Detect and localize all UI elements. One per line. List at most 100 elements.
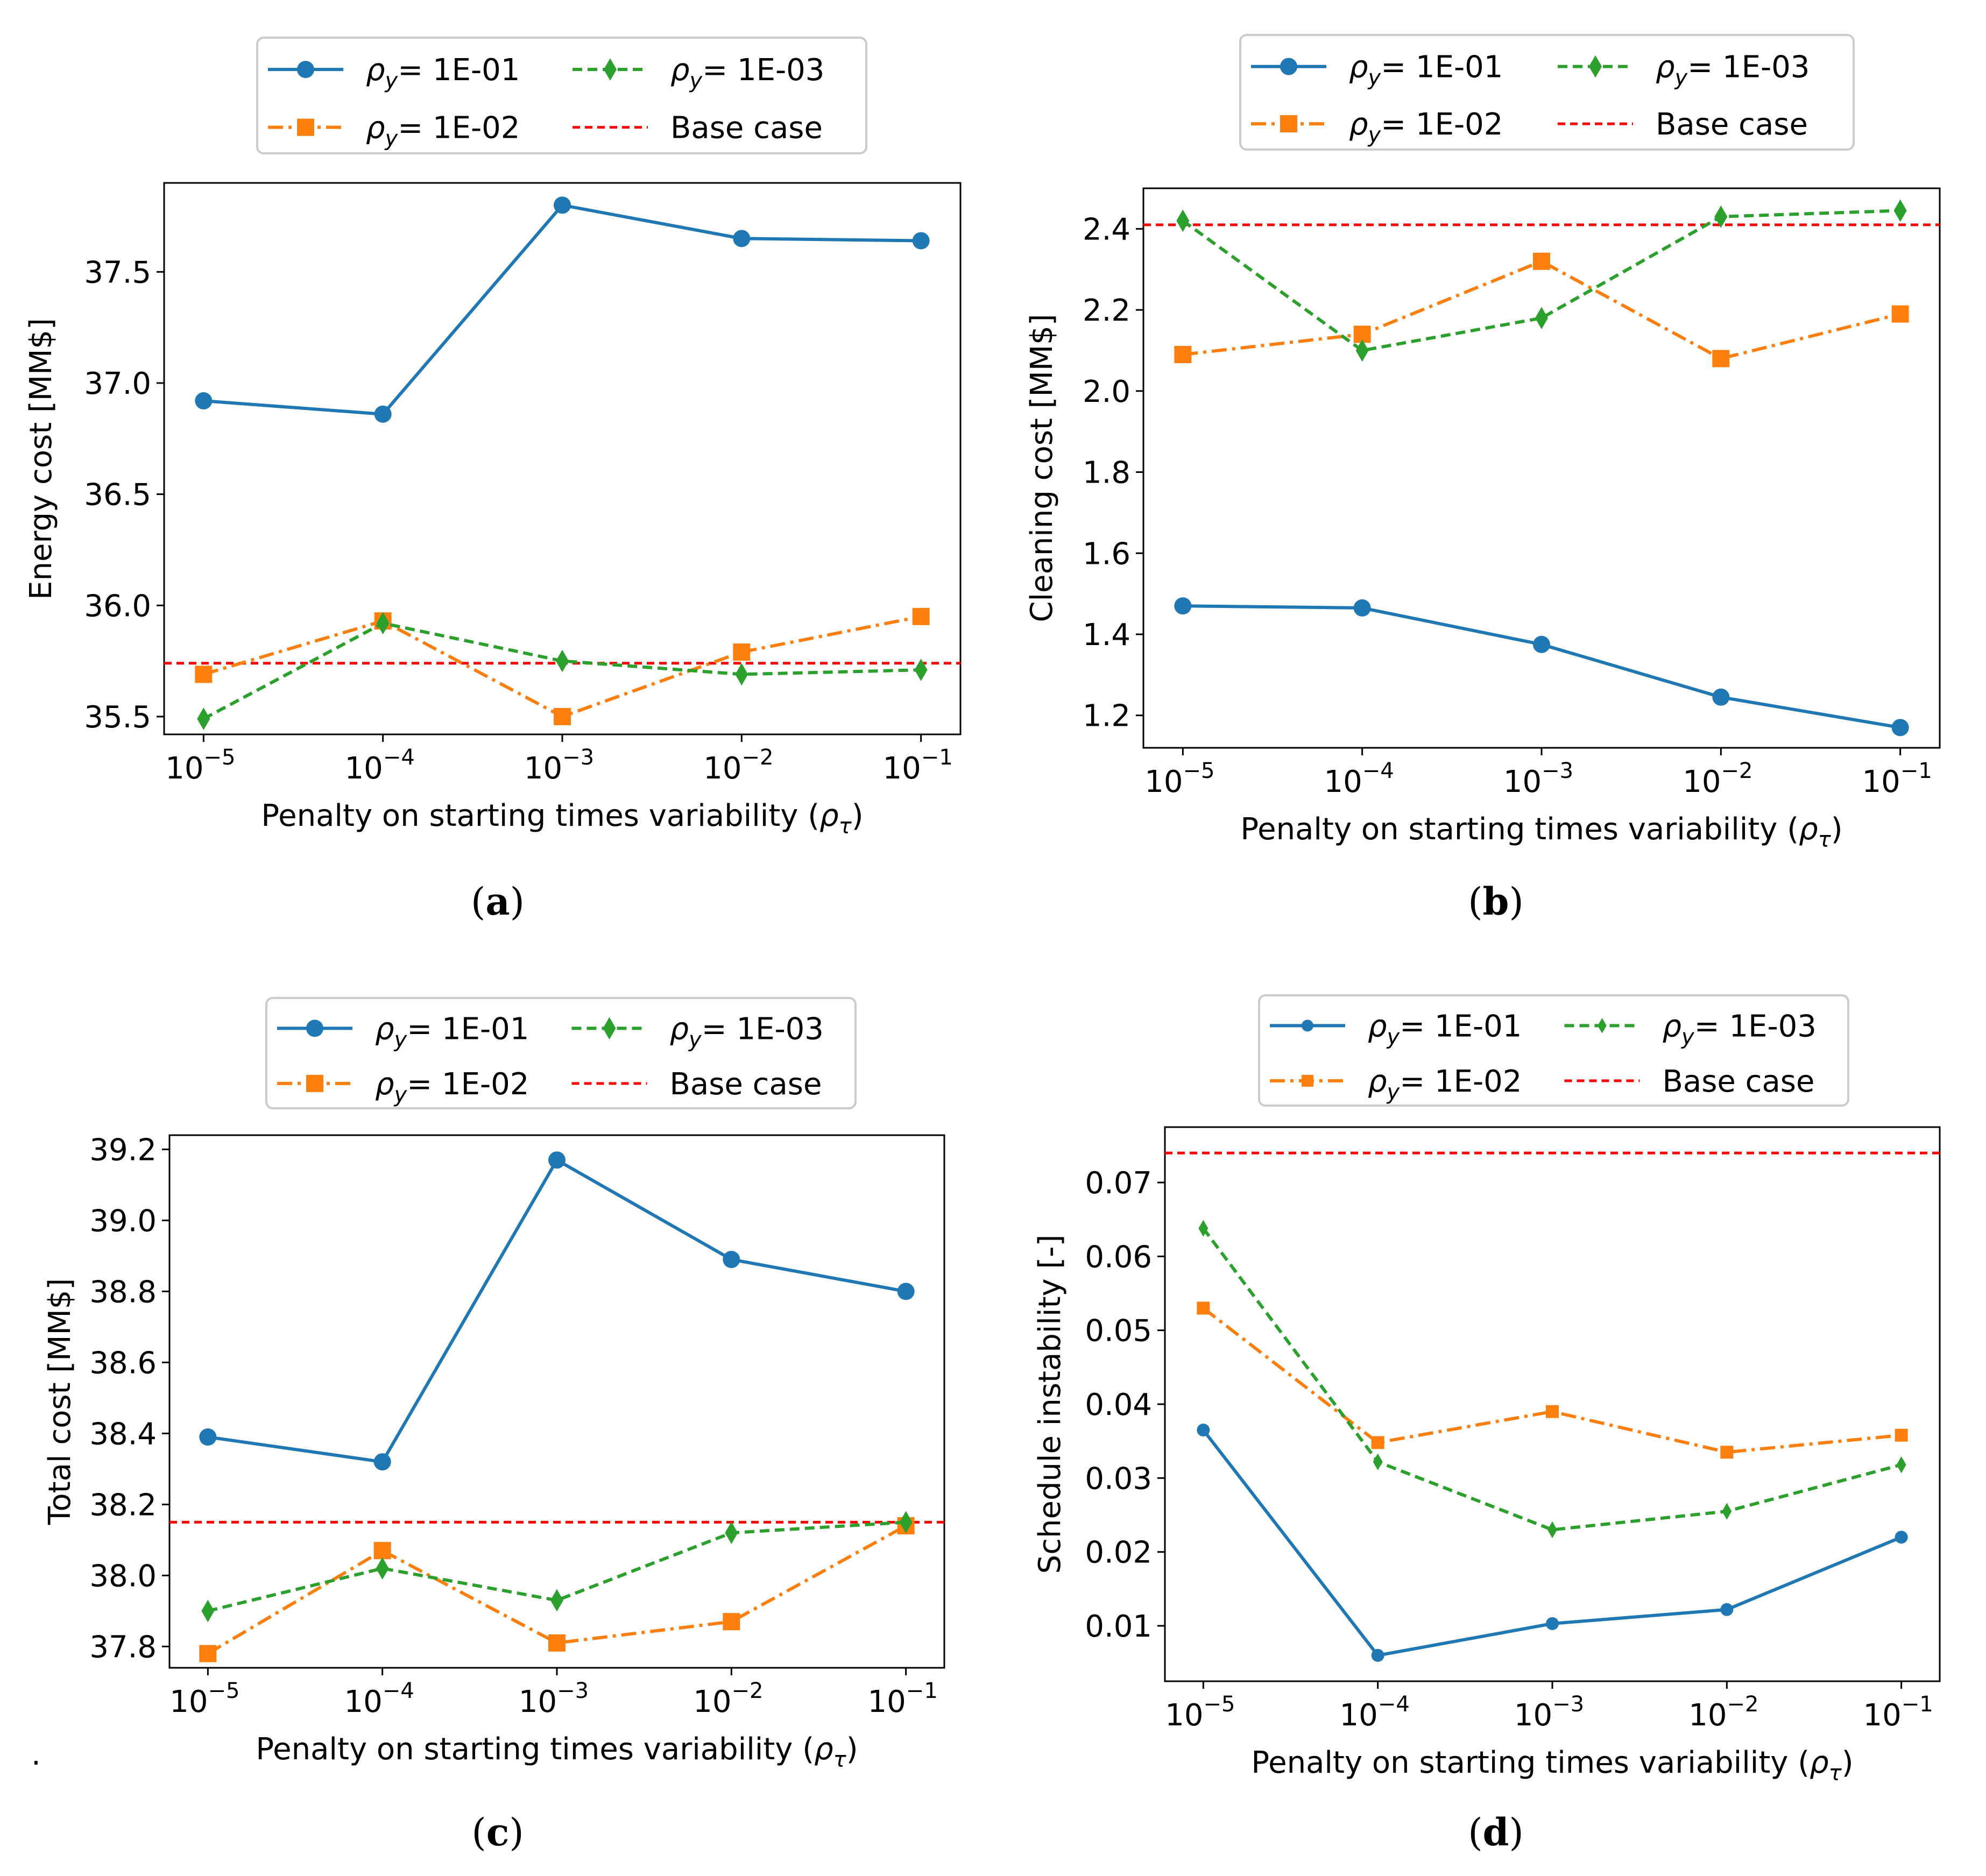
- data-point-s0-4: [912, 232, 930, 250]
- legend-label-2: ρy= 1E-03: [670, 53, 824, 93]
- panel-d: 0.01 0.02 0.03 0.04 0.05 0.06 0.07 10−5 10−4 10−3…: [1033, 994, 1941, 1854]
- y-tick-label: 39.2: [89, 1132, 157, 1167]
- x-tick-label: 10−4: [344, 1679, 414, 1719]
- panel-b: 1.2 1.4 1.6 1.8 2.0 2.2 2.4 10−5 10−4 10−3 10−2 10−…: [1024, 34, 1941, 924]
- legend-marker-2: [1589, 55, 1602, 78]
- data-point-s2-2: [1547, 1521, 1557, 1539]
- y-tick-label: 0.06: [1085, 1240, 1152, 1275]
- legend-label-base: Base case: [670, 1067, 822, 1102]
- data-point-s0-1: [374, 405, 392, 423]
- data-point-s2-2: [1535, 307, 1548, 329]
- data-point-s1-1: [1371, 1436, 1384, 1449]
- series-line-1: [1182, 259, 1901, 360]
- x-tick-label: 10−3: [519, 1679, 589, 1719]
- y-tick-label: 0.07: [1085, 1166, 1152, 1201]
- y-tick-label: 2.4: [1083, 212, 1130, 247]
- x-tick-label: 10−2: [703, 745, 773, 786]
- legend-marker-1: [1280, 115, 1297, 133]
- data-point-s0-0: [1197, 1424, 1210, 1437]
- series-line-1: [1202, 1307, 1902, 1454]
- data-point-s2-3: [725, 1521, 738, 1544]
- x-tick-label: 10−3: [1514, 1692, 1584, 1733]
- data-point-s0-2: [548, 1151, 566, 1169]
- y-tick-label: 0.03: [1085, 1461, 1152, 1496]
- legend-marker-1: [306, 1074, 323, 1092]
- y-tick-label: 2.0: [1083, 374, 1130, 409]
- legend-label-1: ρy= 1E-02: [1349, 107, 1503, 147]
- data-point-s1-4: [1895, 1428, 1908, 1442]
- x-tick-label: 10−1: [883, 745, 953, 786]
- legend-label-2: ρy= 1E-03: [1656, 50, 1810, 90]
- data-point-s0-2: [554, 196, 571, 214]
- data-point-s2-4: [899, 1511, 913, 1534]
- x-axis-label: Penalty on starting times variability (ρ…: [256, 1732, 858, 1772]
- y-tick-label: 1.4: [1083, 618, 1130, 653]
- x-tick-label: 10−1: [1863, 1692, 1933, 1733]
- legend-label-0: ρy= 1E-01: [375, 1011, 529, 1052]
- y-tick-label: 38.0: [89, 1559, 157, 1594]
- y-axis-label: Schedule instability [-]: [1033, 1235, 1068, 1574]
- legend-label-2: ρy= 1E-03: [1663, 1009, 1817, 1049]
- legend-label-1: ρy= 1E-02: [366, 111, 520, 151]
- legend-marker-2: [603, 1017, 616, 1040]
- x-tick-label: 10−2: [693, 1679, 763, 1719]
- legend-label-1: ρy= 1E-02: [375, 1067, 529, 1107]
- data-point-s1-0: [1174, 345, 1192, 363]
- legend-marker-2: [1598, 1018, 1607, 1033]
- data-point-s1-0: [195, 666, 213, 683]
- data-point-s0-1: [1371, 1648, 1384, 1662]
- legend-marker-1: [1302, 1074, 1313, 1087]
- y-axis-label: Cleaning cost [MM$]: [1024, 314, 1059, 622]
- x-tick-label: 10−3: [524, 745, 594, 786]
- y-tick-label: 37.8: [89, 1630, 157, 1665]
- x-tick-label: 10−2: [1688, 1692, 1758, 1733]
- data-point-s0-1: [1353, 599, 1371, 617]
- panel-caption: (d): [1468, 1810, 1524, 1854]
- legend-label-base: Base case: [1663, 1064, 1815, 1099]
- data-point-s2-2: [556, 649, 569, 672]
- series-line-0: [1183, 604, 1901, 730]
- x-tick-label: 10−5: [169, 1679, 239, 1719]
- y-tick-label: 1.8: [1083, 456, 1130, 491]
- data-point-s2-4: [1893, 199, 1907, 222]
- data-point-s1-2: [548, 1634, 566, 1652]
- legend-label-0: ρy= 1E-01: [1349, 50, 1503, 90]
- data-point-s0-3: [723, 1251, 740, 1268]
- x-tick-label: 10−1: [1862, 759, 1932, 799]
- data-point-s2-3: [1714, 205, 1728, 228]
- data-point-s0-1: [373, 1453, 391, 1471]
- y-tick-label: 36.0: [84, 589, 151, 624]
- x-tick-label: 10−5: [1144, 759, 1214, 799]
- series-line-2: [202, 621, 921, 720]
- y-tick-label: 0.02: [1085, 1535, 1152, 1570]
- data-point-s1-4: [912, 607, 930, 625]
- legend-marker-1: [297, 118, 314, 136]
- y-tick-label: 38.6: [89, 1346, 157, 1381]
- legend-marker-0: [1280, 58, 1297, 75]
- data-point-s1-3: [733, 643, 751, 661]
- y-tick-label: 1.6: [1083, 536, 1130, 571]
- data-point-s2-3: [735, 663, 748, 686]
- data-point-s1-3: [1712, 350, 1730, 367]
- legend-label-2: ρy= 1E-03: [670, 1011, 824, 1052]
- data-point-s1-4: [1891, 305, 1909, 323]
- data-point-s2-1: [376, 1557, 389, 1580]
- panel-caption: (b): [1468, 879, 1524, 924]
- y-tick-label: 37.0: [84, 366, 151, 401]
- y-tick-label: 1.2: [1083, 699, 1130, 734]
- data-point-s0-0: [195, 392, 213, 410]
- y-tick-label: 0.01: [1085, 1609, 1152, 1644]
- legend-marker-0: [297, 61, 314, 79]
- data-point-s2-0: [1198, 1220, 1208, 1237]
- y-tick-label: 0.04: [1085, 1387, 1152, 1422]
- y-axis-label: Energy cost [MM$]: [24, 318, 59, 600]
- x-tick-label: 10−2: [1683, 759, 1752, 799]
- series-line-0: [203, 203, 921, 416]
- series-line-2: [1202, 1227, 1902, 1532]
- y-tick-label: 35.5: [84, 700, 151, 735]
- data-point-s2-2: [550, 1589, 563, 1612]
- data-point-s1-3: [1720, 1446, 1734, 1459]
- data-point-s2-1: [1373, 1453, 1383, 1470]
- data-point-s0-2: [1533, 635, 1550, 653]
